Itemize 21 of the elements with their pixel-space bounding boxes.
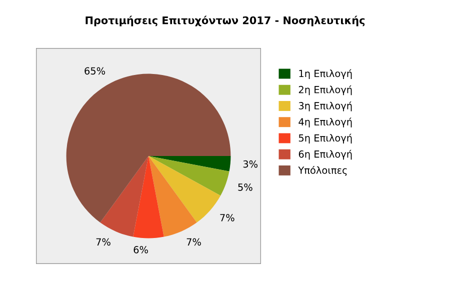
data-label: 5%	[238, 183, 252, 191]
legend-label: 5η Επιλογή	[298, 134, 352, 144]
chart-title: Προτιμήσεις Επιτυχόντων 2017 - Νοσηλευτικής	[86, 16, 365, 26]
legend-label: 3η Επιλογή	[298, 101, 352, 112]
data-label: 6%	[134, 246, 148, 254]
pie-slice	[133, 156, 164, 238]
data-label: 7%	[220, 214, 234, 222]
pie-slice	[148, 156, 230, 196]
legend-label: 2η Επιλογή	[298, 85, 352, 96]
legend-label: 1η Επιλογή	[299, 69, 352, 80]
legend-label: Υπόλοιπες	[298, 166, 347, 176]
pie-slice	[148, 156, 197, 237]
legend-label: 6η Επιλογή	[298, 150, 352, 160]
pie-slice	[148, 156, 231, 172]
pie-slice	[148, 156, 221, 223]
data-label: 7%	[186, 238, 201, 246]
data-label: 7%	[96, 238, 110, 246]
data-label: 65%	[84, 67, 106, 75]
data-label: 3%	[243, 160, 258, 168]
pie-slice	[100, 156, 148, 237]
legend-label: 4η Επιλογή	[298, 118, 352, 128]
